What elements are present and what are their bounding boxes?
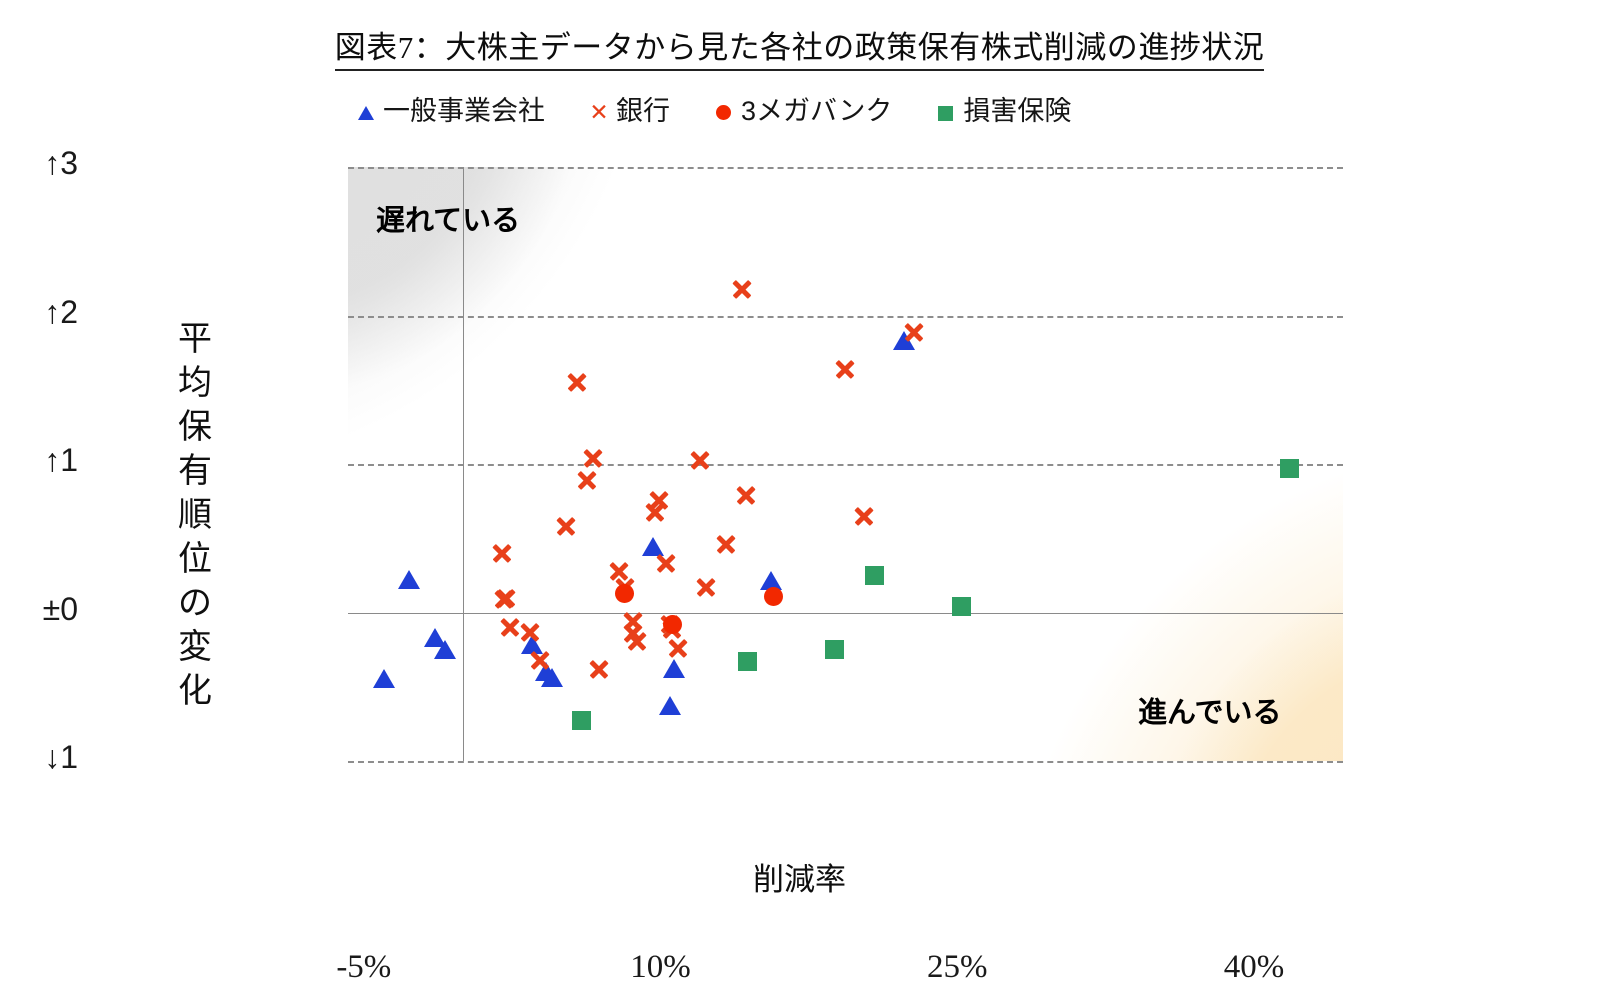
data-point-cross <box>714 532 738 556</box>
y-axis-title-char: 均 <box>178 365 212 402</box>
data-point-cross <box>518 620 542 644</box>
triangle-marker-icon <box>356 101 376 123</box>
y-axis-title-char: 平 <box>178 321 212 358</box>
legend-item-mega-banks: 3メガバンク <box>714 98 892 125</box>
legend-item-general-companies: 一般事業会社 <box>356 98 545 125</box>
x-axis-title: 削減率 <box>753 862 846 897</box>
scatter-plot-area: ↑3 ↑2 ↑1 ±0 ↓1 -5% 10% 25% 40% 遅れている進んでいる <box>43 145 1343 985</box>
y-axis-tick-label: ↓1 <box>44 739 78 775</box>
legend-label: 銀行 <box>616 96 670 126</box>
y-axis-title-char: 保 <box>178 409 212 446</box>
data-point-cross <box>565 370 589 394</box>
data-point-cross <box>852 504 876 528</box>
data-point-cross <box>833 357 857 381</box>
data-point-square <box>951 597 971 617</box>
data-point-cross <box>554 514 578 538</box>
data-point-circle <box>763 586 783 606</box>
data-point-cross <box>625 629 649 653</box>
data-point-triangle <box>760 571 783 591</box>
y-axis-title-char: 変 <box>178 629 212 666</box>
legend-label: 3メガバンク <box>741 96 893 126</box>
data-point-cross <box>647 488 671 512</box>
data-point-square <box>738 652 758 671</box>
gridline <box>348 167 1343 169</box>
zero-vertical-line <box>462 167 464 761</box>
data-point-cross <box>575 468 599 492</box>
data-point-square <box>1280 458 1300 478</box>
gridline <box>348 761 1343 763</box>
data-point-triangle <box>372 669 395 689</box>
data-point-square <box>825 640 845 660</box>
x-axis-tick-label: 10% <box>630 949 691 985</box>
legend-label: 一般事業会社 <box>383 96 545 126</box>
data-point-square <box>571 711 591 731</box>
circle-marker-icon <box>714 101 734 123</box>
y-axis-title-char: 位 <box>178 541 212 578</box>
zone-label-behind: 遅れている <box>376 205 521 237</box>
data-point-triangle <box>663 658 686 678</box>
square-marker-icon <box>936 101 956 123</box>
y-axis-tick-label: ↑1 <box>44 442 78 478</box>
data-point-circle <box>662 614 682 634</box>
y-axis-title-char: の <box>178 585 212 622</box>
data-point-square <box>864 565 884 585</box>
data-point-triangle <box>398 569 421 589</box>
data-point-cross <box>730 277 754 301</box>
gridline <box>348 464 1343 466</box>
data-point-cross <box>528 648 552 672</box>
y-axis-title-char: 有 <box>178 453 212 490</box>
data-point-triangle <box>433 639 456 659</box>
data-point-cross <box>734 483 758 507</box>
x-axis-tick-label: 40% <box>1223 949 1285 985</box>
data-point-cross <box>688 448 712 472</box>
y-axis-title-char: 順 <box>178 497 212 534</box>
chart-title-text: 図表7：大株主データから見た各社の政策保有株式削減の進捗状況 <box>334 30 1265 71</box>
chart-title: 図表7：大株主データから見た各社の政策保有株式削減の進捗状況 <box>0 22 1599 71</box>
data-point-cross <box>654 551 678 575</box>
y-axis-tick-label: ±0 <box>42 590 78 627</box>
data-point-cross <box>581 446 605 470</box>
data-point-cross <box>490 541 514 565</box>
data-point-cross <box>587 657 611 681</box>
data-point-cross <box>694 575 718 599</box>
x-axis-tick-label: -5% <box>336 949 392 985</box>
y-axis-tick-label: ↑2 <box>44 293 78 330</box>
data-point-cross <box>902 320 926 344</box>
chart-legend: 一般事業会社 ✕ 銀行 3メガバンク 損害保険 <box>356 98 1071 125</box>
legend-item-casualty-insurance: 損害保険 <box>936 98 1071 125</box>
legend-label: 損害保険 <box>963 96 1072 126</box>
gridline <box>348 315 1343 318</box>
data-point-triangle <box>659 696 682 716</box>
x-axis-tick-label: 25% <box>927 949 988 985</box>
y-axis-title-char: 化 <box>178 673 212 710</box>
y-axis-title: 平均保有順位の変化 <box>172 318 218 714</box>
zone-label-ahead: 進んでいる <box>1138 697 1282 729</box>
zero-axis-line <box>348 612 1343 614</box>
legend-item-banks: ✕ 銀行 <box>589 98 670 125</box>
data-point-cross <box>494 586 518 610</box>
cross-marker-icon: ✕ <box>589 98 609 125</box>
data-point-triangle <box>540 667 563 687</box>
data-point-circle <box>615 583 635 603</box>
y-axis-tick-label: ↑3 <box>44 145 78 181</box>
data-point-cross <box>666 636 690 660</box>
